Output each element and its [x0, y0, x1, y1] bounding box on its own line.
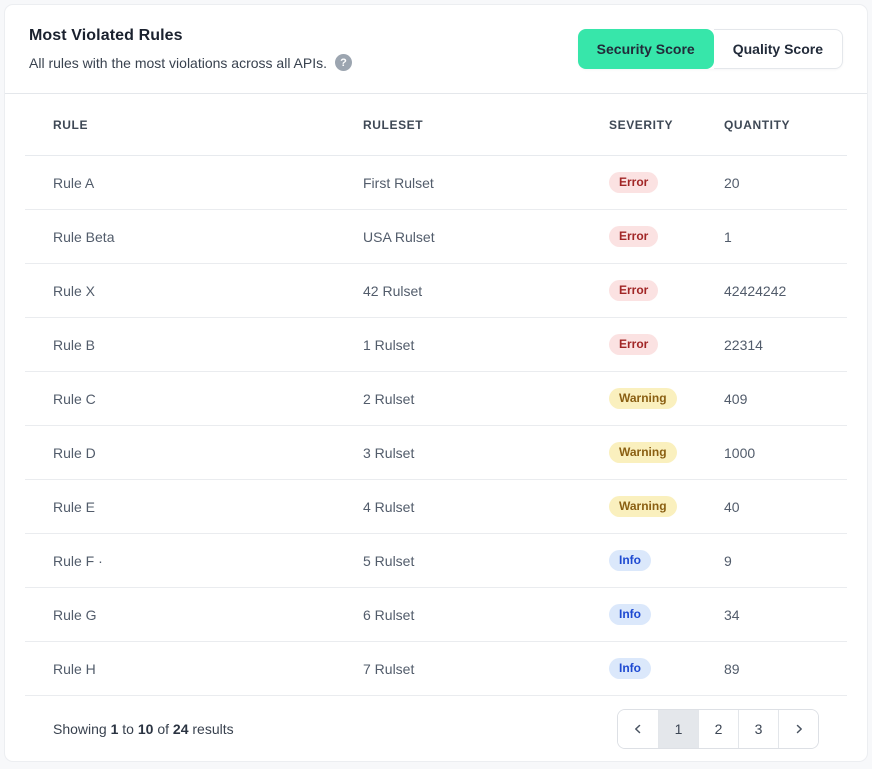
severity-cell: Info [609, 604, 724, 625]
score-toggle: Security Score Quality Score [577, 29, 843, 69]
column-header-rule: RULE [53, 117, 89, 132]
quantity-cell: 22314 [724, 336, 763, 353]
severity-badge: Error [609, 172, 659, 193]
most-violated-rules-card: Most Violated Rules All rules with the m… [4, 4, 868, 762]
quantity-cell: 20 [724, 174, 740, 191]
previous-page-button[interactable] [618, 710, 658, 748]
quantity-cell: 40 [724, 498, 740, 515]
ruleset-cell: 42 Rulset [363, 282, 423, 299]
rule-cell: Rule Beta [53, 228, 115, 245]
column-header-quantity: QUANTITY [724, 117, 791, 132]
rule-cell: Rule F · [53, 552, 103, 569]
toggle-security-score[interactable]: Security Score [577, 29, 714, 69]
rule-cell: Rule A [53, 174, 95, 191]
table-row[interactable]: Rule G 6 Rulset Info 34 [25, 588, 847, 642]
severity-cell: Info [609, 658, 724, 679]
page-button-3[interactable]: 3 [738, 710, 778, 748]
subtitle-row: All rules with the most violations acros… [29, 54, 353, 71]
column-header-ruleset: RULESET [363, 117, 424, 132]
page-button-2[interactable]: 2 [698, 710, 738, 748]
severity-badge: Error [609, 226, 659, 247]
table-row[interactable]: Rule Beta USA Rulset Error 1 [25, 210, 847, 264]
ruleset-cell: 7 Rulset [363, 660, 415, 677]
severity-cell: Error [609, 280, 724, 301]
rule-cell: Rule X [53, 282, 96, 299]
summary-suffix: results [188, 721, 234, 737]
severity-cell: Error [609, 172, 724, 193]
header-text-block: Most Violated Rules All rules with the m… [29, 23, 353, 71]
severity-cell: Warning [609, 388, 724, 409]
ruleset-cell: 4 Rulset [363, 498, 415, 515]
summary-from: 1 [110, 721, 119, 737]
severity-badge: Error [609, 334, 659, 355]
results-summary: Showing 1 to 10 of 24 results [53, 721, 234, 737]
severity-cell: Warning [609, 496, 724, 517]
table-row[interactable]: Rule D 3 Rulset Warning 1000 [25, 426, 847, 480]
rule-cell: Rule H [53, 660, 96, 677]
table-row[interactable]: Rule C 2 Rulset Warning 409 [25, 372, 847, 426]
ruleset-cell: 5 Rulset [363, 552, 415, 569]
quantity-cell: 42424242 [724, 282, 787, 299]
table-row[interactable]: Rule B 1 Rulset Error 22314 [25, 318, 847, 372]
rule-cell: Rule E [53, 498, 96, 515]
rule-cell: Rule D [53, 444, 96, 461]
quantity-cell: 409 [724, 390, 748, 407]
summary-to: 10 [137, 721, 154, 737]
severity-cell: Error [609, 334, 724, 355]
table-row[interactable]: Rule F · 5 Rulset Info 9 [25, 534, 847, 588]
quantity-cell: 1000 [724, 444, 756, 461]
table-row[interactable]: Rule X 42 Rulset Error 42424242 [25, 264, 847, 318]
rules-table: RULE RULESET SEVERITY QUANTITY Rule A Fi… [25, 94, 847, 696]
ruleset-cell: 1 Rulset [363, 336, 415, 353]
ruleset-cell: First Rulset [363, 174, 434, 191]
summary-total: 24 [172, 721, 189, 737]
quantity-cell: 34 [724, 606, 740, 623]
table-header-row: RULE RULESET SEVERITY QUANTITY [25, 94, 847, 156]
table-row[interactable]: Rule A First Rulset Error 20 [25, 156, 847, 210]
severity-badge: Error [609, 280, 659, 301]
quantity-cell: 1 [724, 228, 732, 245]
question-mark-icon[interactable]: ? [335, 54, 353, 71]
summary-to-word: to [118, 721, 138, 737]
quantity-cell: 9 [724, 552, 732, 569]
severity-badge: Info [609, 604, 651, 625]
severity-cell: Error [609, 226, 724, 247]
card-header: Most Violated Rules All rules with the m… [5, 5, 867, 94]
column-header-severity: SEVERITY [609, 117, 674, 132]
chevron-left-icon [635, 724, 641, 734]
page-subtitle: All rules with the most violations acros… [29, 54, 328, 71]
ruleset-cell: 3 Rulset [363, 444, 415, 461]
table-row[interactable]: Rule H 7 Rulset Info 89 [25, 642, 847, 696]
severity-badge: Warning [609, 442, 677, 463]
ruleset-cell: USA Rulset [363, 228, 435, 245]
rule-cell: Rule G [53, 606, 97, 623]
table-row[interactable]: Rule E 4 Rulset Warning 40 [25, 480, 847, 534]
severity-badge: Warning [609, 388, 677, 409]
next-page-button[interactable] [778, 710, 818, 748]
ruleset-cell: 2 Rulset [363, 390, 415, 407]
quantity-cell: 89 [724, 660, 740, 677]
ruleset-cell: 6 Rulset [363, 606, 415, 623]
rule-cell: Rule B [53, 336, 96, 353]
page-title: Most Violated Rules [29, 27, 183, 44]
toggle-quality-score[interactable]: Quality Score [713, 29, 843, 69]
rule-cell: Rule C [53, 390, 96, 407]
table-body: Rule A First Rulset Error 20 Rule Beta U… [25, 156, 847, 696]
page-button-1[interactable]: 1 [658, 710, 698, 748]
severity-badge: Info [609, 658, 651, 679]
chevron-right-icon [796, 724, 802, 734]
severity-badge: Warning [609, 496, 677, 517]
severity-badge: Info [609, 550, 651, 571]
severity-cell: Warning [609, 442, 724, 463]
summary-prefix: Showing [53, 721, 111, 737]
severity-cell: Info [609, 550, 724, 571]
summary-of-word: of [153, 721, 173, 737]
